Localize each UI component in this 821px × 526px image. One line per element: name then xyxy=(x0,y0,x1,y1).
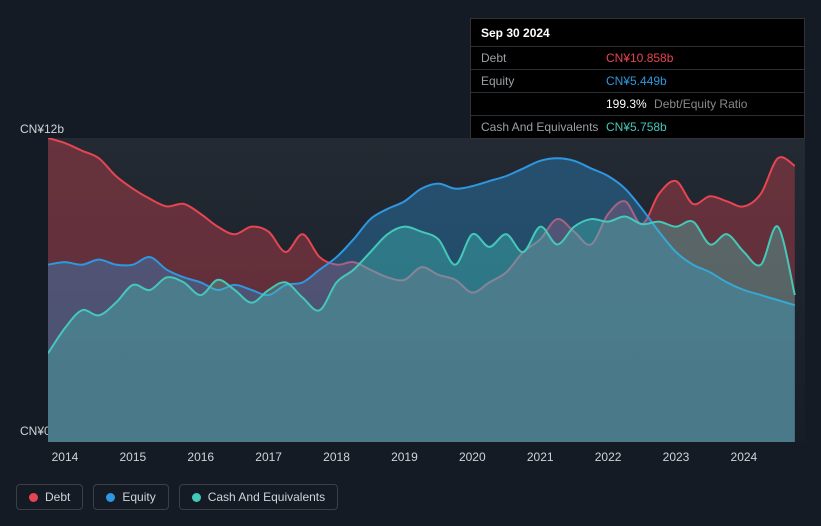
tooltip-row: Equity CN¥5.449b xyxy=(471,69,804,92)
legend-label: Cash And Equivalents xyxy=(208,490,325,504)
chart-plot[interactable] xyxy=(48,138,805,442)
x-tick-label: 2022 xyxy=(595,450,622,464)
tooltip-value: 199.3% xyxy=(606,97,647,111)
tooltip-row: Debt CN¥10.858b xyxy=(471,46,804,69)
legend-label: Equity xyxy=(122,490,155,504)
legend-label: Debt xyxy=(45,490,70,504)
chart-svg xyxy=(48,138,805,442)
y-axis-min-label: CN¥0 xyxy=(20,424,51,438)
tooltip-row: 199.3% Debt/Equity Ratio xyxy=(471,92,804,115)
legend-dot-icon xyxy=(106,493,115,502)
x-tick-label: 2019 xyxy=(391,450,418,464)
tooltip-label: Debt xyxy=(481,51,606,65)
tooltip-row: Cash And Equivalents CN¥5.758b xyxy=(471,115,804,138)
legend-dot-icon xyxy=(29,493,38,502)
x-tick-label: 2023 xyxy=(663,450,690,464)
tooltip-value: CN¥10.858b xyxy=(606,51,673,65)
tooltip-label: Cash And Equivalents xyxy=(481,120,606,134)
tooltip-value: CN¥5.758b xyxy=(606,120,667,134)
legend-item-equity[interactable]: Equity xyxy=(93,484,168,510)
x-tick-label: 2014 xyxy=(52,450,79,464)
x-tick-label: 2016 xyxy=(187,450,214,464)
x-tick-label: 2018 xyxy=(323,450,350,464)
chart-tooltip: Sep 30 2024 Debt CN¥10.858b Equity CN¥5.… xyxy=(470,18,805,139)
y-axis-max-label: CN¥12b xyxy=(20,122,64,136)
tooltip-value: CN¥5.449b xyxy=(606,74,667,88)
chart-legend: Debt Equity Cash And Equivalents xyxy=(16,484,338,510)
tooltip-label: Equity xyxy=(481,74,606,88)
legend-item-cash[interactable]: Cash And Equivalents xyxy=(179,484,338,510)
x-tick-label: 2017 xyxy=(255,450,282,464)
tooltip-label xyxy=(481,97,606,111)
tooltip-date: Sep 30 2024 xyxy=(471,19,804,46)
tooltip-sublabel: Debt/Equity Ratio xyxy=(654,97,747,111)
x-axis: 2014 2015 2016 2017 2018 2019 2020 2021 2022 2023… xyxy=(48,448,805,468)
x-tick-label: 2020 xyxy=(459,450,486,464)
legend-item-debt[interactable]: Debt xyxy=(16,484,83,510)
x-tick-label: 2021 xyxy=(527,450,554,464)
x-tick-label: 2015 xyxy=(120,450,147,464)
legend-dot-icon xyxy=(192,493,201,502)
x-tick-label: 2024 xyxy=(731,450,758,464)
